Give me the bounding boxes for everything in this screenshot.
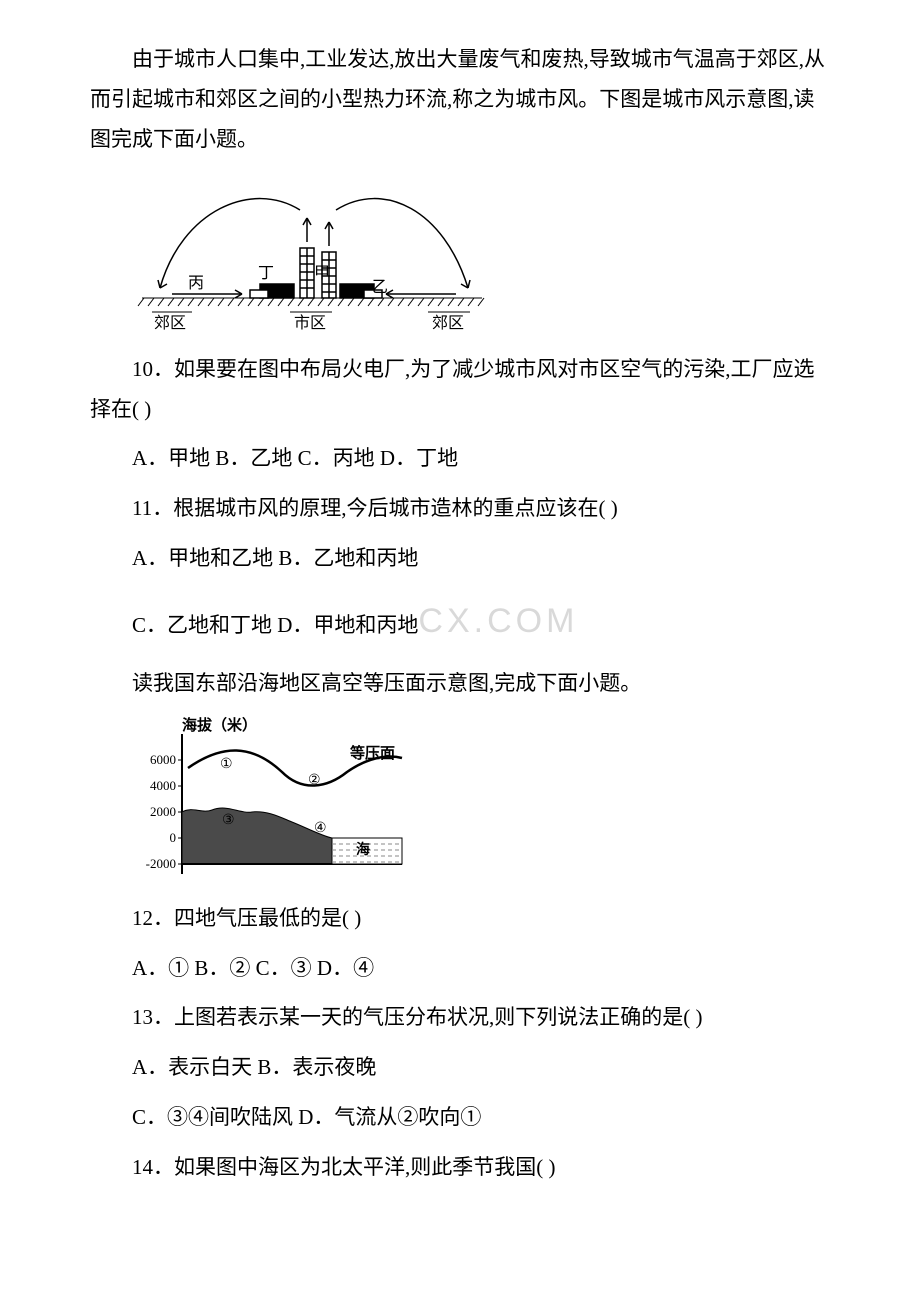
passage2-intro: 读我国东部沿海地区高空等压面示意图,完成下面小题。 (90, 664, 830, 704)
q10-options: A．甲地 B．乙地 C．丙地 D．丁地 (90, 439, 830, 479)
q14-stem: 14．如果图中海区为北太平洋,则此季节我国( ) (90, 1148, 830, 1188)
label-left-suburb: 郊区 (154, 314, 186, 332)
city-wind-diagram: 丙 丁 甲 乙 郊区 市区 郊区 (132, 170, 830, 340)
q10-stem: 10．如果要在图中布局火电厂,为了减少城市风对市区空气的污染,工厂应选择在( ) (90, 350, 830, 430)
marker-3: ③ (222, 813, 235, 828)
isobaric-diagram: 6000 4000 2000 0 -2000 海拔（米） 海 等压面 ① ② ③… (132, 714, 830, 889)
svg-text:4000: 4000 (150, 778, 176, 793)
q13-options-c: C．③④间吹陆风 D．气流从②吹向① (90, 1098, 830, 1138)
svg-text:2000: 2000 (150, 804, 176, 819)
q11-optc-prefix: C．乙地和丁地 D． (132, 613, 313, 637)
sea-label: 海 (356, 841, 370, 858)
svg-text:0: 0 (170, 830, 177, 845)
axis-title: 海拔（米） (182, 716, 257, 734)
isoline-label: 等压面 (350, 744, 395, 762)
passage1-intro: 由于城市人口集中,工业发达,放出大量废气和废热,导致城市气温高于郊区,从而引起城… (90, 40, 830, 160)
label-d: 丁 (258, 265, 274, 282)
marker-2: ② (308, 773, 321, 788)
label-b: 乙 (372, 279, 388, 296)
q12-options: A．① B．② C．③ D．④ (90, 949, 830, 989)
watermark-text: CX.COM (418, 602, 578, 640)
q12-stem: 12．四地气压最低的是( ) (90, 899, 830, 939)
q11-options-c: C．乙地和丁地 D．甲地和丙地CX.COM (90, 589, 830, 654)
svg-text:6000: 6000 (150, 752, 176, 767)
q13-stem: 13．上图若表示某一天的气压分布状况,则下列说法正确的是( ) (90, 998, 830, 1038)
marker-4: ④ (314, 821, 327, 836)
label-city: 市区 (294, 314, 326, 332)
q11-stem: 11．根据城市风的原理,今后城市造林的重点应该在( ) (90, 489, 830, 529)
q11-options-a: A．甲地和乙地 B．乙地和丙地 (90, 539, 830, 579)
q13-options-a: A．表示白天 B．表示夜晚 (90, 1048, 830, 1088)
label-c: 丙 (188, 275, 204, 292)
q11-optc-rest: 甲地和丙地 (313, 613, 418, 637)
marker-1: ① (220, 757, 233, 772)
label-right-suburb: 郊区 (432, 314, 464, 332)
label-a: 甲 (314, 265, 330, 282)
svg-text:-2000: -2000 (146, 856, 176, 871)
